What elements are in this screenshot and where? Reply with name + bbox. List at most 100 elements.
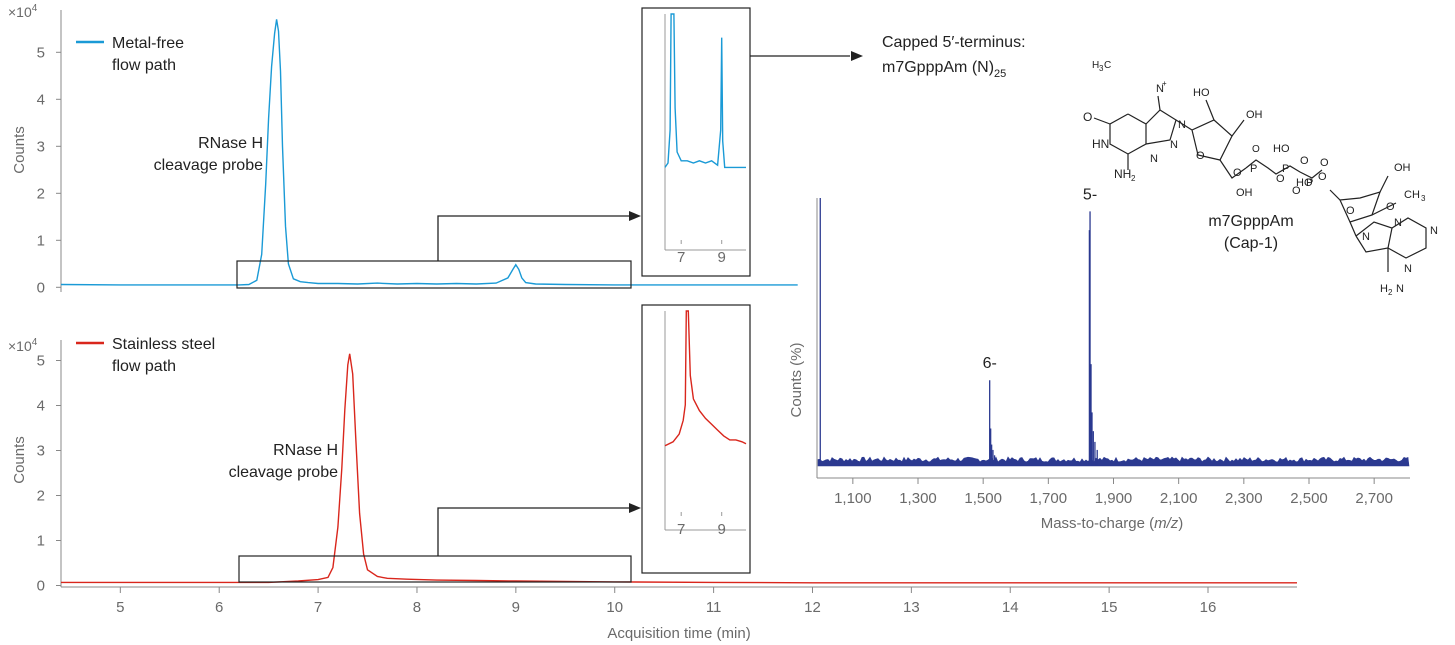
spectrum-baseline-noise (817, 456, 1410, 467)
top-inset-series-line (664, 13, 746, 169)
x-tick-label: 6 (215, 599, 223, 616)
spectrum-background (817, 190, 1410, 480)
x-tick-label: 8 (413, 599, 421, 616)
molecule-atom-label: N (1404, 263, 1412, 275)
x-tick-label: 5 (116, 599, 124, 616)
y-tick-label: 4 (37, 91, 45, 108)
molecule-atom-label: + (1162, 79, 1167, 88)
molecule-atom-label: O (1252, 144, 1260, 155)
top-y-axis-label: Counts (11, 126, 28, 174)
molecule-atom-label: H (1092, 60, 1099, 71)
x-tick-label: 10 (606, 599, 623, 616)
inset-tick-label: 9 (718, 249, 726, 266)
bottom-zoom-arrowhead (629, 503, 641, 513)
bottom-zoom-connector (437, 507, 630, 556)
mass-spectrum: 1,100 1,300 1,500 1,700 1,900 2,100 2,300 2,500… (788, 186, 1410, 532)
molecule-atom-label: HO (1296, 177, 1313, 189)
molecule-atom-label: P (1250, 163, 1257, 175)
y-tick-label: 1 (37, 232, 45, 249)
ribose-1-oh-b (1231, 119, 1245, 137)
ribose-1-oh-a (1205, 99, 1215, 121)
molecule-atom-label: NH (1114, 167, 1131, 181)
x-tick-label: 14 (1002, 599, 1019, 616)
inset-tick-label: 7 (677, 249, 685, 266)
top-exponent-label: ×104 (8, 3, 38, 20)
molecule-atom-label: N (1430, 225, 1438, 237)
y-tick-label: 2 (37, 488, 45, 505)
spectrum-y-axis-label: Counts (%) (788, 342, 805, 417)
top-series-line (60, 19, 798, 286)
spectrum-x-tick-label: 1,500 (964, 490, 1002, 507)
molecule-atom-label: O (1276, 173, 1285, 185)
bottom-series-line (61, 353, 1297, 584)
molecule-atom-label: 2 (1131, 174, 1136, 183)
x-tick-label: 7 (314, 599, 322, 616)
x-tick-label: 15 (1101, 599, 1118, 616)
ribose-1-ch2 (1219, 159, 1247, 179)
bottom-zoom-region-box (238, 555, 632, 583)
spectrum-x-tick-label: 1,700 (1030, 490, 1068, 507)
molecule-atom-label: 3 (1099, 64, 1104, 73)
y-tick-label: 4 (37, 398, 45, 415)
y-tick-label: 5 (37, 44, 45, 61)
y-tick-label: 3 (37, 138, 45, 155)
top-legend-label: Metal-free flow path (112, 35, 184, 74)
molecule-atom-label: N (1178, 119, 1186, 131)
bottom-y-ticks: 0 1 2 3 4 5 (37, 353, 61, 595)
spectrum-peaks (819, 198, 1098, 466)
ribose-2-oh (1379, 175, 1389, 193)
y-tick-label: 0 (37, 578, 45, 595)
callout-sequence: m7GpppAm (N)25 (882, 59, 1006, 80)
molecule-atom-label: N (1396, 283, 1404, 295)
molecule-atom-label: N (1150, 153, 1158, 165)
molecule-atom-label: 3 (1421, 194, 1426, 203)
molecule-atom-label: P (1306, 177, 1313, 189)
molecule-atom-label: OH (1236, 187, 1253, 199)
top-zoom-arrowhead (629, 211, 641, 221)
y-tick-label: 0 (37, 279, 45, 296)
carbonyl-bond (1093, 117, 1111, 125)
molecule-atom-label: N (1156, 83, 1164, 95)
triphosphate-chain (1245, 159, 1323, 179)
molecule-atom-label: O (1318, 171, 1327, 183)
top-y-ticks: 0 1 2 3 4 5 (37, 44, 61, 296)
adenine-five-ring (1355, 221, 1393, 253)
x-tick-label: 16 (1200, 599, 1217, 616)
molecule-structure (1093, 95, 1427, 272)
methyl-bond (1157, 95, 1161, 111)
molecule-atom-label: 2 (1388, 288, 1393, 297)
bottom-inset-frame (641, 304, 751, 574)
molecule-atom-label: O (1196, 150, 1205, 162)
molecule-atom-label: OH (1394, 162, 1411, 174)
top-inset-frame (641, 7, 751, 277)
y-tick-label: 1 (37, 533, 45, 550)
y-tick-label: 3 (37, 443, 45, 460)
y-tick-label: 2 (37, 185, 45, 202)
ribose-2-ome (1371, 202, 1397, 216)
adenine-six-ring (1387, 217, 1427, 259)
spectrum-peak-label: 5- (1083, 186, 1097, 203)
molecule-name: m7GpppAm (Cap-1) (1208, 213, 1293, 252)
glycosidic-bond-g (1175, 119, 1193, 131)
molecule-atom-label: O (1386, 201, 1395, 213)
spectrum-x-tick-label: 2,300 (1225, 490, 1263, 507)
y-tick-label: 5 (37, 353, 45, 370)
molecule-atom-label: N (1394, 217, 1402, 229)
molecule-atom-label: O (1320, 157, 1329, 169)
molecule-atom-label: HO (1193, 87, 1210, 99)
molecule-atom-label: O (1346, 205, 1355, 217)
spectrum-x-tick-label: 1,300 (899, 490, 937, 507)
x-tick-label: 12 (804, 599, 821, 616)
molecule-atom-label: O (1233, 167, 1242, 179)
callout: Capped 5′-terminus: m7GpppAm (N)25 (750, 34, 1026, 80)
x-tick-label: 13 (903, 599, 920, 616)
spectrum-peak-labels: 6- 5- (983, 186, 1098, 372)
